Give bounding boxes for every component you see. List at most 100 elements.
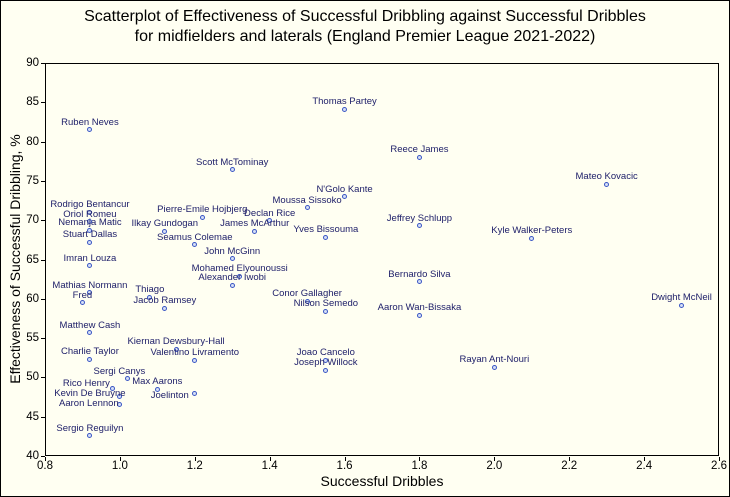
x-tick-mark [719,457,720,461]
y-tick-mark [41,416,45,418]
x-tick-mark [119,457,121,461]
data-point-marker [229,167,235,173]
data-point-marker [323,234,329,240]
plot-area [45,63,719,456]
data-point-label: Kiernan Dewsbury-Hall [127,336,225,348]
data-point-label: Declan Rice [244,207,296,219]
data-point-marker [87,263,93,269]
data-point-marker [491,364,497,370]
data-point-label: Imran Louza [63,252,117,264]
data-point-label: Yves Bissouma [293,224,359,236]
data-point-label: Charlie Taylor [60,346,119,358]
data-point-marker [416,223,422,229]
data-point-marker [87,127,93,133]
data-point-marker [323,308,329,314]
data-point-label: N'Golo Kante [316,183,373,195]
data-point-marker [192,357,198,363]
x-tick-mark [269,457,271,461]
x-tick-label: 1.4 [261,460,278,472]
data-point-marker [416,154,422,160]
y-tick-label: 55 [26,332,39,345]
data-point-marker [79,300,85,306]
data-point-marker [173,346,179,352]
data-point-label: Aaron Lennon [59,398,119,410]
data-point-marker [342,194,348,200]
data-point-label: Jeffrey Schlupp [386,212,453,224]
x-tick-label: 2.2 [561,460,578,472]
y-tick-mark [41,338,45,340]
data-point-label: Mathias Normann [52,279,128,291]
y-tick-mark [41,456,45,457]
x-tick-label: 1.0 [111,460,128,472]
y-tick-mark [41,377,45,379]
data-point-marker [529,235,535,241]
data-point-label: Alexander Iwobi [198,272,267,284]
x-tick-label: 2.0 [486,460,503,472]
y-tick-label: 50 [26,371,39,384]
data-point-label: Matthew Cash [59,319,121,331]
data-point-label: Rayan Ant-Nouri [459,354,530,366]
y-tick-label: 40 [26,450,39,462]
data-point-label: Valentino Livramento [150,347,240,359]
data-point-marker [162,228,168,234]
data-point-marker [147,294,153,300]
y-tick-mark [41,259,45,261]
data-point-marker [87,290,93,295]
data-point-label: Kyle Walker-Peters [491,225,573,237]
y-tick-mark [41,63,45,64]
y-tick-label: 65 [26,253,39,266]
data-point-marker [229,282,235,288]
data-point-label: John McGinn [204,245,261,257]
data-point-marker [117,401,123,407]
data-point-label: Aaron Wan-Bissaka [377,302,462,314]
y-tick-label: 80 [26,135,39,148]
y-tick-mark [41,298,45,300]
data-point-label: Rodrigo Bentancur [50,199,130,211]
data-point-marker [87,227,93,233]
data-point-label: Conor Gallagher [272,288,342,300]
data-point-marker [267,218,273,224]
x-tick-label: 1.2 [186,460,203,472]
y-tick-mark [41,102,45,104]
data-point-label: Kevin De Bruyne [54,388,126,400]
data-point-marker [192,242,198,248]
data-point-marker [237,273,243,279]
data-point-label: Rico Henry [62,378,110,390]
data-point-label: Thomas Partey [312,96,377,108]
data-point-marker [679,302,685,308]
data-point-label: Scott McTominay [196,156,269,168]
x-tick-mark [494,457,496,461]
data-point-marker [252,228,258,234]
data-point-marker [87,330,93,336]
data-point-marker [304,205,310,211]
data-point-label: Ilkay Gundogan [131,218,199,230]
data-point-label: Pierre-Emile Hojbjerg [157,204,248,216]
data-point-marker [604,181,610,187]
y-tick-label: 90 [26,57,39,69]
data-point-marker [323,357,329,363]
chart-title-line1: Scatterplot of Effectiveness of Successf… [84,8,646,25]
data-point-label: Bernardo Silva [388,268,451,280]
y-tick-label: 60 [26,292,39,305]
chart-title-line2: for midfielders and laterals (England Pr… [134,28,596,45]
data-point-label: Reece James [390,144,449,156]
y-tick-mark [41,141,45,143]
data-point-label: Max Aarons [132,376,183,388]
x-tick-label: 2.4 [636,460,653,472]
y-tick-label: 75 [26,174,39,187]
data-point-marker [87,356,93,362]
y-tick-mark [41,180,45,182]
y-tick-label: 70 [26,214,39,227]
data-point-marker [124,376,130,382]
data-point-label: Sergio Reguilyn [56,422,124,434]
data-point-label: James McArthur [220,218,290,230]
data-point-label: Stuart Dallas [62,229,118,241]
data-point-marker [192,391,198,397]
x-tick-label: 2.6 [711,460,727,472]
data-point-label: Fred [72,289,93,301]
x-tick-mark [569,457,571,461]
data-point-label: Joseph Willock [294,357,358,369]
chart-title: Scatterplot of Effectiveness of Successf… [1,7,729,47]
x-tick-mark [344,457,346,461]
